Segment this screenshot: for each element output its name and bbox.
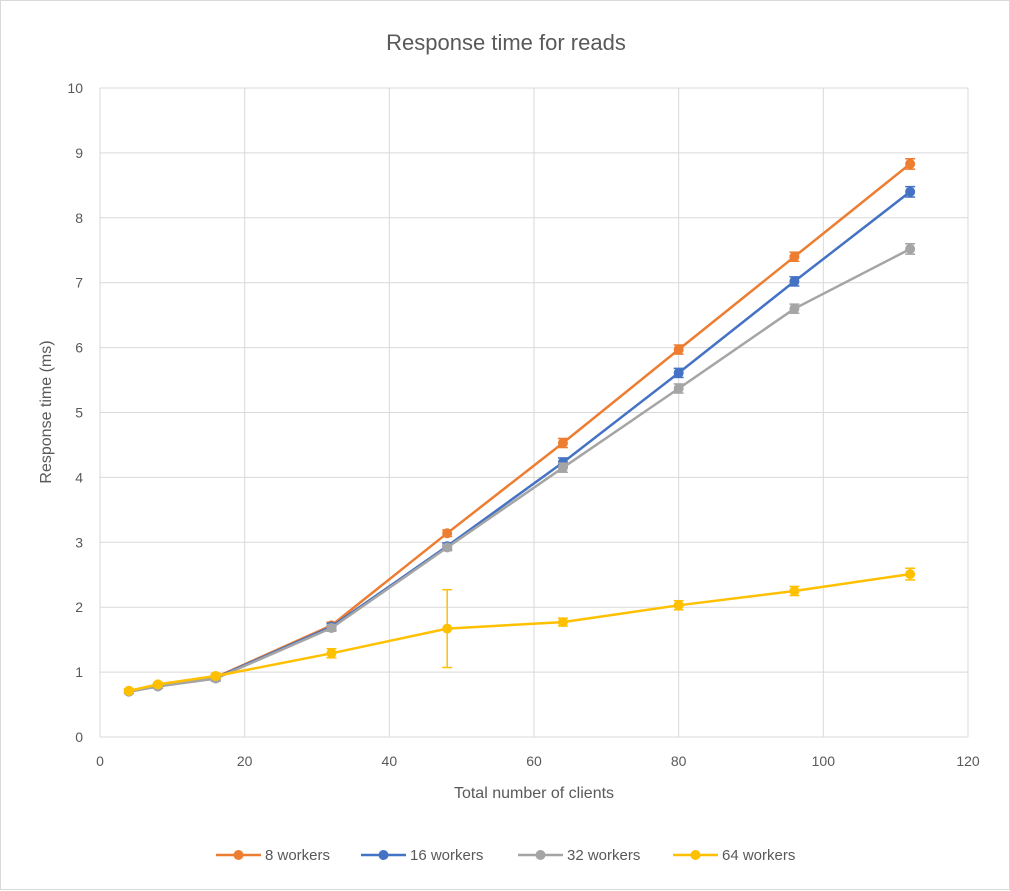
data-point: [673, 344, 684, 355]
y-tick-label: 8: [75, 210, 83, 226]
chart-title: Response time for reads: [386, 30, 626, 55]
data-point: [442, 623, 453, 634]
x-tick-label: 0: [96, 753, 104, 769]
y-tick-label: 3: [75, 534, 83, 550]
data-point: [905, 186, 916, 197]
legend-item: 8 workers: [216, 847, 330, 864]
data-point: [789, 303, 800, 314]
series-line: [128, 190, 911, 693]
series-16-workers: [123, 185, 916, 697]
y-tick-label: 6: [75, 340, 83, 356]
gridlines: [99, 87, 969, 738]
data-point: [905, 243, 916, 254]
series-line: [128, 162, 911, 693]
legend-marker: [233, 850, 244, 860]
legend: 8 workers 16 workers 32 workers 64 workers: [216, 847, 795, 864]
x-axis-ticks: 0 20 40 60 80 100 120: [96, 753, 980, 769]
data-point: [789, 276, 800, 287]
legend-item: 64 workers: [673, 847, 795, 864]
data-point: [123, 685, 134, 696]
y-axis-title: Response time (ms): [38, 340, 55, 483]
y-tick-label: 5: [75, 405, 83, 421]
y-tick-label: 4: [75, 469, 83, 485]
data-point: [326, 648, 337, 659]
x-axis-title: Total number of clients: [454, 785, 614, 802]
y-tick-label: 10: [67, 80, 83, 96]
legend-label: 8 workers: [265, 847, 330, 864]
data-point: [673, 383, 684, 394]
legend-item: 16 workers: [361, 847, 483, 864]
data-point: [789, 251, 800, 262]
y-axis-ticks: 0 1 2 3 4 5 6 7 8 9 10: [67, 80, 83, 745]
data-point: [152, 679, 163, 690]
data-point: [442, 542, 453, 553]
x-tick-label: 20: [237, 753, 253, 769]
data-point: [789, 585, 800, 596]
legend-label: 32 workers: [567, 847, 640, 864]
y-tick-label: 7: [75, 275, 83, 291]
legend-marker: [690, 850, 701, 860]
data-point: [673, 367, 684, 378]
data-point: [557, 438, 568, 449]
legend-marker: [378, 850, 389, 860]
legend-label: 16 workers: [410, 847, 483, 864]
legend-marker: [535, 850, 546, 860]
data-point: [905, 569, 916, 580]
series-32-workers: [123, 243, 916, 697]
y-tick-label: 0: [75, 729, 83, 745]
x-tick-label: 80: [671, 753, 687, 769]
x-tick-label: 100: [812, 753, 836, 769]
legend-item: 32 workers: [518, 847, 640, 864]
y-tick-label: 9: [75, 145, 83, 161]
series-64-workers: [123, 567, 916, 696]
x-tick-label: 120: [956, 753, 980, 769]
x-tick-label: 40: [382, 753, 398, 769]
data-point: [673, 600, 684, 611]
data-point: [210, 670, 221, 681]
data-point: [557, 617, 568, 628]
x-tick-label: 60: [526, 753, 542, 769]
data-point: [557, 462, 568, 473]
series-8-workers: [123, 157, 916, 696]
y-tick-label: 1: [75, 664, 83, 680]
series-layer: [123, 157, 916, 697]
data-point: [442, 528, 453, 539]
legend-label: 64 workers: [722, 847, 795, 864]
y-tick-label: 2: [75, 599, 83, 615]
data-point: [905, 158, 916, 169]
data-point: [326, 622, 337, 633]
